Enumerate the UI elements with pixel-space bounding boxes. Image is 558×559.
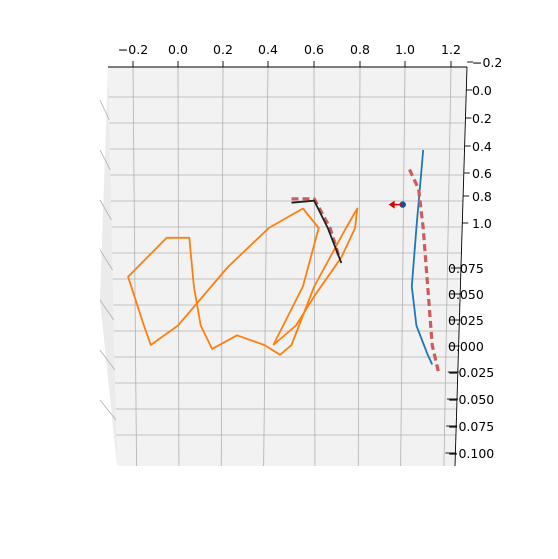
depth-grid-line <box>99 99 110 121</box>
y-tick-label: 0.6 <box>472 166 492 181</box>
position-marker <box>399 201 406 208</box>
z-tick-label: −0.100 <box>448 446 494 461</box>
x-grid-line <box>313 66 316 467</box>
y-tick-label: 0.4 <box>472 139 492 154</box>
depth-grid-line <box>99 399 117 421</box>
y-tick-label: 0.8 <box>472 189 492 204</box>
x-tick-label: 0.6 <box>304 42 324 57</box>
x-tick-label: 0.8 <box>350 42 370 57</box>
pane-left <box>100 67 117 466</box>
series-line-reference-trajectory <box>127 207 359 356</box>
x-tick-label: 0.0 <box>168 42 188 57</box>
y-tick-label: −0.2 <box>472 55 502 70</box>
direction-arrow-head <box>388 200 395 209</box>
axis-ticks: −0.2 0.0 0.2 0.4 0.6 0.8 1.0 1.2 −0.2 0.0 0.2 0.4 0.… <box>118 42 503 461</box>
pane-back <box>108 67 467 466</box>
right-axis-line <box>454 66 468 467</box>
x-tick-label: 1.0 <box>395 42 415 57</box>
z-tick-label: −0.075 <box>448 419 494 434</box>
z-tick-label: −0.025 <box>448 365 494 380</box>
x-grid-line <box>220 66 224 467</box>
y-tick-label: 0.2 <box>472 111 492 126</box>
series-line-trajectory-blue <box>410 149 434 365</box>
data-markers <box>388 200 406 209</box>
x-grid-line <box>263 66 269 467</box>
x-grid-line <box>177 66 180 467</box>
series-line-arc-black <box>291 199 343 264</box>
x-grid-line <box>443 66 452 467</box>
z-tick-label: 0.050 <box>448 287 484 302</box>
series-line-trajectory-dashed-red <box>408 168 441 375</box>
depth-grid-line <box>99 149 111 171</box>
x-tick-label: −0.2 <box>118 42 148 57</box>
x-tick-label: 1.2 <box>441 42 461 57</box>
x-grid-line <box>132 66 137 467</box>
depth-grid-line <box>99 299 115 321</box>
z-tick-label: −0.050 <box>448 392 494 407</box>
data-series <box>127 149 441 375</box>
depth-grid-line <box>99 199 112 221</box>
depth-grid-line <box>99 349 116 371</box>
depth-grid-line <box>99 249 113 271</box>
z-tick-label: 0.025 <box>448 313 484 328</box>
x-tick-label: 0.2 <box>213 42 233 57</box>
series-line-arc-dashed-red <box>291 197 341 258</box>
x-grid-line <box>400 66 406 467</box>
y-tick-label: 0.0 <box>472 83 492 98</box>
grid-lines <box>99 66 467 467</box>
z-tick-label: 0.075 <box>448 261 484 276</box>
z-tick-label: 0.000 <box>448 339 484 354</box>
y-tick-label: 1.0 <box>472 216 492 231</box>
x-grid-line <box>357 66 361 467</box>
x-tick-label: 0.4 <box>258 42 278 57</box>
